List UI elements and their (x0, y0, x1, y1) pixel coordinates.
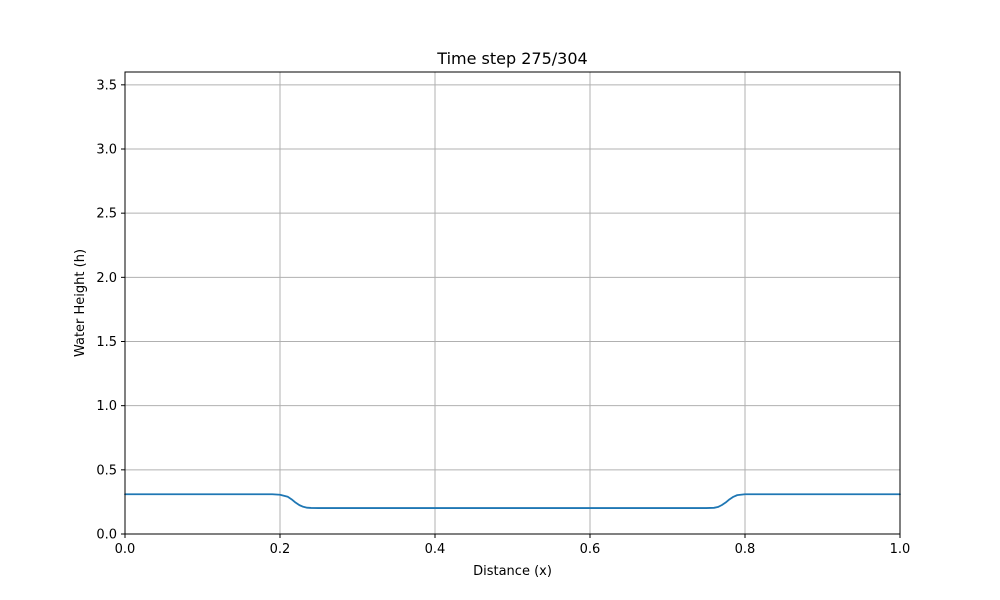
ticks: 0.0 0.2 0.4 0.6 0.8 1.0 0.0 0.5 1.0 1.5 2.0 2.5 3.0 3… (96, 78, 910, 557)
axes-frame (124, 71, 901, 535)
y-axis-label: Water Height (h) (73, 249, 88, 357)
y-tick-label: 0.0 (96, 528, 117, 543)
y-tick-label: 3.0 (96, 143, 117, 158)
x-tick-label: 0.2 (270, 542, 291, 557)
x-tick-label: 0.0 (115, 542, 136, 557)
x-tick-label: 0.4 (425, 542, 446, 557)
x-axis-label: Distance (x) (473, 564, 552, 579)
chart-title: Time step 275/304 (436, 49, 587, 68)
y-tick-label: 1.5 (96, 335, 117, 350)
y-tick-label: 1.0 (96, 399, 117, 414)
series-layer (124, 493, 901, 509)
x-tick-label: 0.6 (580, 542, 601, 557)
y-tick-label: 3.5 (96, 78, 117, 93)
y-tick-label: 0.5 (96, 463, 117, 478)
grid (124, 72, 901, 535)
x-tick-label: 1.0 (890, 542, 911, 557)
y-tick-label: 2.5 (96, 207, 117, 222)
y-tick-label: 2.0 (96, 271, 117, 286)
series-line-0 (124, 493, 901, 509)
x-tick-label: 0.8 (735, 542, 756, 557)
